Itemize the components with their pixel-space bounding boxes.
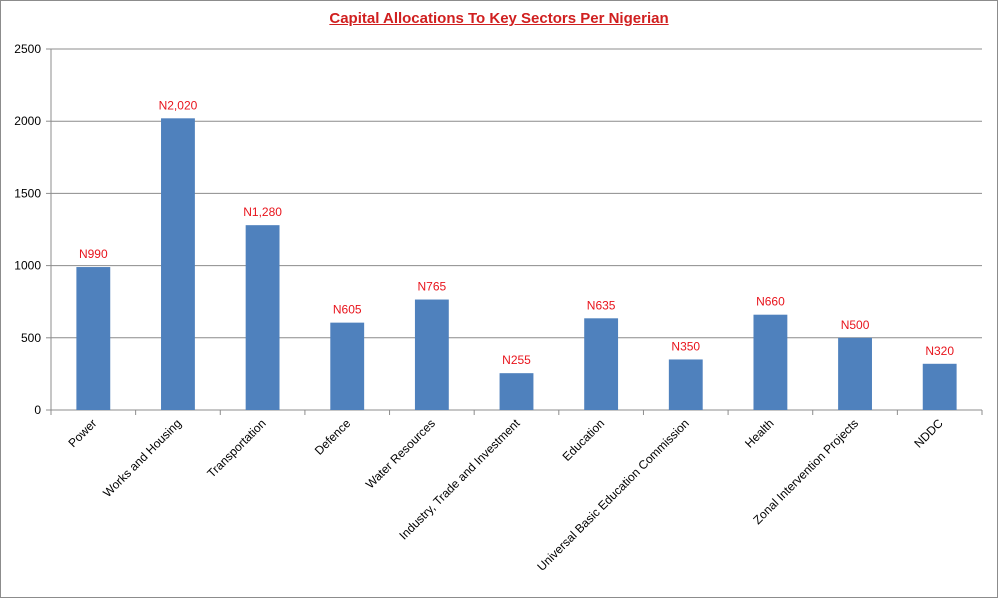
data-label: N765 [418, 280, 447, 294]
x-category-label: Works and Housing [100, 416, 184, 500]
data-label: N350 [671, 339, 700, 353]
y-tick-label: 2000 [14, 114, 41, 128]
x-category-label: Universal Basic Education Commission [534, 416, 692, 574]
gridlines [51, 48, 982, 339]
bar [668, 359, 703, 410]
data-label: N605 [333, 303, 362, 317]
bar [330, 322, 365, 410]
bar [922, 363, 957, 410]
x-category-label: Transportation [204, 416, 268, 480]
y-tick-label: 1000 [14, 259, 41, 273]
data-label: N635 [587, 298, 616, 312]
bar [161, 118, 195, 410]
y-tick-label: 500 [21, 331, 41, 345]
chart-title: Capital Allocations To Key Sectors Per N… [329, 10, 669, 27]
x-category-label: NDDC [911, 416, 946, 451]
x-category-label: Health [742, 416, 776, 450]
data-label: N1,280 [243, 205, 282, 219]
labels: 0 500 1000 1500 2000 2500 N990 Power N2,020 Works… [14, 42, 954, 574]
bar [584, 318, 619, 410]
x-category-label: Defence [312, 416, 354, 458]
bars [76, 118, 957, 410]
data-label: N2,020 [159, 98, 198, 112]
data-label: N990 [79, 247, 108, 261]
data-label: N500 [841, 318, 870, 332]
x-category-label: Education [560, 416, 608, 464]
bar [838, 337, 872, 410]
bar [76, 267, 111, 410]
data-label: N660 [756, 295, 785, 309]
data-label: N255 [502, 353, 531, 367]
x-category-label: Water Resources [363, 416, 438, 491]
y-tick-label: 0 [34, 403, 41, 417]
y-tick-label: 2500 [14, 42, 41, 56]
bar [414, 299, 449, 410]
bar [753, 314, 788, 410]
x-category-label: Power [65, 416, 99, 450]
y-tick-label: 1500 [14, 186, 41, 200]
data-label: N320 [925, 344, 954, 358]
bar [499, 373, 534, 410]
bar [245, 225, 280, 410]
